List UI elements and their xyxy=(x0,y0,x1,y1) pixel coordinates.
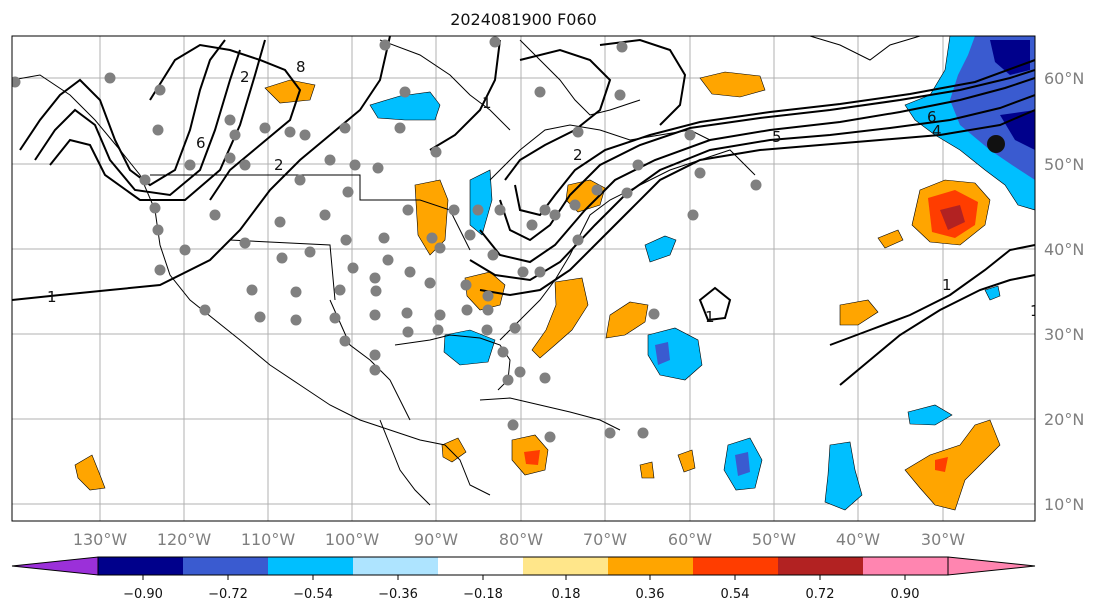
lon-label: 90°W xyxy=(414,530,458,549)
colorbar-tick: −0.72 xyxy=(208,587,248,602)
contour-label: 2 xyxy=(573,146,583,164)
colorbar-tick: −0.90 xyxy=(123,587,163,602)
marker-dot xyxy=(987,135,1005,153)
colorbar-swatch xyxy=(608,557,693,575)
contour-label: 1 xyxy=(1030,302,1040,320)
colorbar-swatch xyxy=(863,557,948,575)
contour-label: 2 xyxy=(274,156,284,174)
colorbar: −0.90 −0.72 −0.54 −0.36 −0.18 0.18 0.36 … xyxy=(11,556,1036,602)
pos-field-c xyxy=(414,179,449,256)
pos-field-b xyxy=(264,79,316,104)
colorbar-swatch xyxy=(183,557,268,575)
neg-field-b xyxy=(469,169,493,236)
lat-label: 30°N xyxy=(1044,325,1084,344)
lon-label: 100°W xyxy=(325,530,380,549)
pos-field-f xyxy=(531,277,589,359)
colorbar-swatch xyxy=(693,557,778,575)
colorbar-swatch xyxy=(268,557,353,575)
contour-labels: 1 1 1 1 1 2 2 2 4 5 6 6 8 xyxy=(47,58,1040,326)
lon-label: 50°W xyxy=(752,530,796,549)
colorbar-tick: 0.18 xyxy=(552,587,581,602)
contour-label: 1 xyxy=(942,276,952,294)
colorbar-over-arrow xyxy=(947,556,1036,576)
contour-label: 1 xyxy=(47,288,57,306)
colorbar-tick: 0.72 xyxy=(806,587,835,602)
contour-label: 8 xyxy=(296,58,306,76)
station-dots xyxy=(12,36,762,443)
lat-label: 50°N xyxy=(1044,155,1084,174)
coastlines xyxy=(12,36,921,506)
colorbar-tick: −0.54 xyxy=(293,587,333,602)
pos-field-l xyxy=(441,437,467,463)
lon-label: 30°W xyxy=(921,530,965,549)
contour-label: 1 xyxy=(482,94,492,112)
colorbar-under-arrow xyxy=(11,556,99,576)
latitude-axis: 60°N 50°N 40°N 30°N 20°N 10°N xyxy=(1044,69,1084,514)
lon-label: 60°W xyxy=(668,530,712,549)
contour-label: 5 xyxy=(772,128,782,146)
lat-label: 40°N xyxy=(1044,240,1084,259)
pos-field-midatlantic-max xyxy=(940,205,965,230)
neg-field-g-core xyxy=(735,452,750,476)
neg-field-f xyxy=(907,404,953,426)
lat-label: 20°N xyxy=(1044,410,1084,429)
lat-label: 10°N xyxy=(1044,495,1084,514)
colorbar-tick: −0.18 xyxy=(463,587,503,602)
contour-label: 2 xyxy=(240,68,250,86)
lon-label: 120°W xyxy=(157,530,212,549)
neg-field-d-core xyxy=(655,342,670,365)
lon-label: 70°W xyxy=(583,530,627,549)
pos-field-j xyxy=(904,419,1001,511)
colorbar-swatch xyxy=(523,557,608,575)
map-frame xyxy=(11,35,1036,522)
pos-field-h xyxy=(839,299,879,326)
neg-field-c xyxy=(644,235,677,263)
colorbar-outline xyxy=(97,556,949,576)
pos-field-m xyxy=(74,454,106,491)
colorbar-swatch xyxy=(353,557,438,575)
contour-label: 4 xyxy=(932,122,942,140)
neg-field-greenland-core xyxy=(990,40,1035,150)
lon-label: 110°W xyxy=(241,530,296,549)
pos-field-a xyxy=(699,71,766,98)
neg-field-i xyxy=(984,285,1001,301)
colorbar-tick: −0.36 xyxy=(378,587,418,602)
pos-field-n xyxy=(677,449,696,473)
colorbar-tick: 0.54 xyxy=(721,587,750,602)
colorbar-tick: 0.36 xyxy=(636,587,665,602)
contour-label: 6 xyxy=(927,108,937,126)
lon-label: 80°W xyxy=(499,530,543,549)
pos-field-k-core xyxy=(524,450,540,465)
neg-field-h xyxy=(824,441,863,511)
lon-label: 40°W xyxy=(836,530,880,549)
neg-field-d xyxy=(647,327,703,381)
colorbar-swatch xyxy=(438,557,523,575)
lat-label: 60°N xyxy=(1044,69,1084,88)
pos-field-i xyxy=(877,229,904,249)
colorbar-tick: 0.90 xyxy=(891,587,920,602)
pos-field-g xyxy=(605,301,649,339)
contour-label: 6 xyxy=(196,134,206,152)
shaded-fields xyxy=(74,36,1035,511)
map-title: 2024081900 F060 xyxy=(450,10,597,29)
contours xyxy=(12,36,1035,386)
pos-field-o xyxy=(639,461,655,479)
contour-label: 1 xyxy=(705,308,715,326)
colorbar-swatch xyxy=(98,557,183,575)
pos-field-j-core xyxy=(935,457,948,472)
longitude-axis: 130°W 120°W 110°W 100°W 90°W 80°W 70°W 6… xyxy=(73,530,965,549)
lon-label: 130°W xyxy=(73,530,128,549)
colorbar-swatch xyxy=(778,557,863,575)
